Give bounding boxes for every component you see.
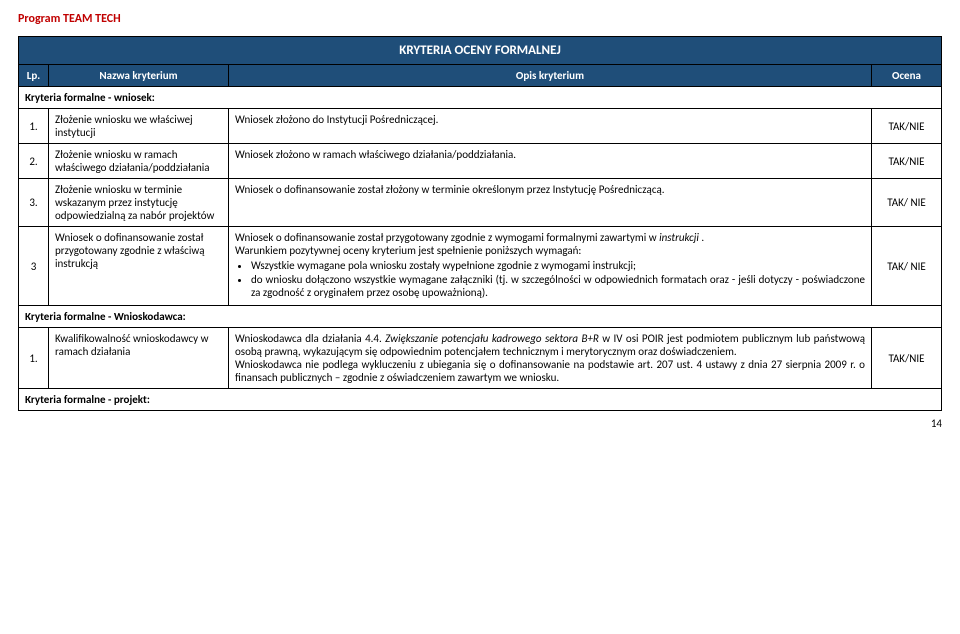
table-row: 1. Kwalifikowalność wnioskodawcy w ramac…	[19, 328, 942, 389]
cell-ocena: TAK/ NIE	[871, 227, 941, 306]
header-ocena: Ocena	[871, 65, 941, 87]
table-title-row: KRYTERIA OCENY FORMALNEJ	[19, 37, 942, 65]
bullet-item: do wniosku dołączono wszystkie wymagane …	[251, 273, 865, 299]
section-wnioskodawca-label: Kryteria formalne - Wnioskodawca:	[19, 306, 942, 328]
header-lp: Lp.	[19, 65, 49, 87]
cell-opis: Wniosek o dofinansowanie został złożony …	[229, 179, 872, 227]
bullet-item: Wszystkie wymagane pola wniosku zostały …	[251, 259, 865, 272]
cell-lp: 3	[19, 227, 49, 306]
bullet-list: Wszystkie wymagane pola wniosku zostały …	[251, 259, 865, 299]
header-opis: Opis kryterium	[229, 65, 872, 87]
program-title: Program TEAM TECH	[18, 12, 942, 26]
cell-ocena: TAK/NIE	[871, 109, 941, 144]
section-wniosek-label: Kryteria formalne - wniosek:	[19, 87, 942, 109]
opis-text: Wnioskodawca dla działania 4.4.	[235, 332, 385, 345]
cell-name: Złożenie wniosku w terminie wskazanym pr…	[49, 179, 229, 227]
cell-opis: Wniosek złożono w ramach właściwego dzia…	[229, 144, 872, 179]
table-header-row: Lp. Nazwa kryterium Opis kryterium Ocena	[19, 65, 942, 87]
section-wnioskodawca: Kryteria formalne - Wnioskodawca:	[19, 306, 942, 328]
header-name: Nazwa kryterium	[49, 65, 229, 87]
cell-name: Złożenie wniosku w ramach właściwego dzi…	[49, 144, 229, 179]
table-row: 3 Wniosek o dofinansowanie został przygo…	[19, 227, 942, 306]
section-projekt-label: Kryteria formalne - projekt:	[19, 389, 942, 411]
cell-ocena: TAK/ NIE	[871, 179, 941, 227]
cell-opis: Wniosek o dofinansowanie został przygoto…	[229, 227, 872, 306]
cell-lp: 1.	[19, 328, 49, 389]
cell-name: Wniosek o dofinansowanie został przygoto…	[49, 227, 229, 306]
table-row: 2. Złożenie wniosku w ramach właściwego …	[19, 144, 942, 179]
cell-lp: 2.	[19, 144, 49, 179]
opis-text: Warunkiem pozytywnej oceny kryterium jes…	[235, 244, 581, 257]
cell-name: Złożenie wniosku we właściwej instytucji	[49, 109, 229, 144]
opis-text: Wniosek o dofinansowanie został przygoto…	[235, 231, 659, 244]
opis-dot: .	[699, 231, 704, 244]
table-row: 1. Złożenie wniosku we właściwej instytu…	[19, 109, 942, 144]
cell-lp: 1.	[19, 109, 49, 144]
criteria-table: KRYTERIA OCENY FORMALNEJ Lp. Nazwa kryte…	[18, 36, 942, 411]
opis-text: Wnioskodawca nie podlega wykluczeniu z u…	[235, 358, 865, 384]
opis-italic: instrukcji	[659, 231, 699, 244]
opis-italic: Zwiększanie potencjału kadrowego sektora…	[385, 332, 599, 345]
section-projekt: Kryteria formalne - projekt:	[19, 389, 942, 411]
cell-ocena: TAK/NIE	[871, 144, 941, 179]
table-title: KRYTERIA OCENY FORMALNEJ	[19, 37, 942, 65]
cell-opis: Wnioskodawca dla działania 4.4. Zwiększa…	[229, 328, 872, 389]
cell-lp: 3.	[19, 179, 49, 227]
page-number: 14	[18, 417, 942, 430]
table-row: 3. Złożenie wniosku w terminie wskazanym…	[19, 179, 942, 227]
cell-name: Kwalifikowalność wnioskodawcy w ramach d…	[49, 328, 229, 389]
section-wniosek: Kryteria formalne - wniosek:	[19, 87, 942, 109]
cell-ocena: TAK/NIE	[871, 328, 941, 389]
cell-opis: Wniosek złożono do Instytucji Pośrednicz…	[229, 109, 872, 144]
